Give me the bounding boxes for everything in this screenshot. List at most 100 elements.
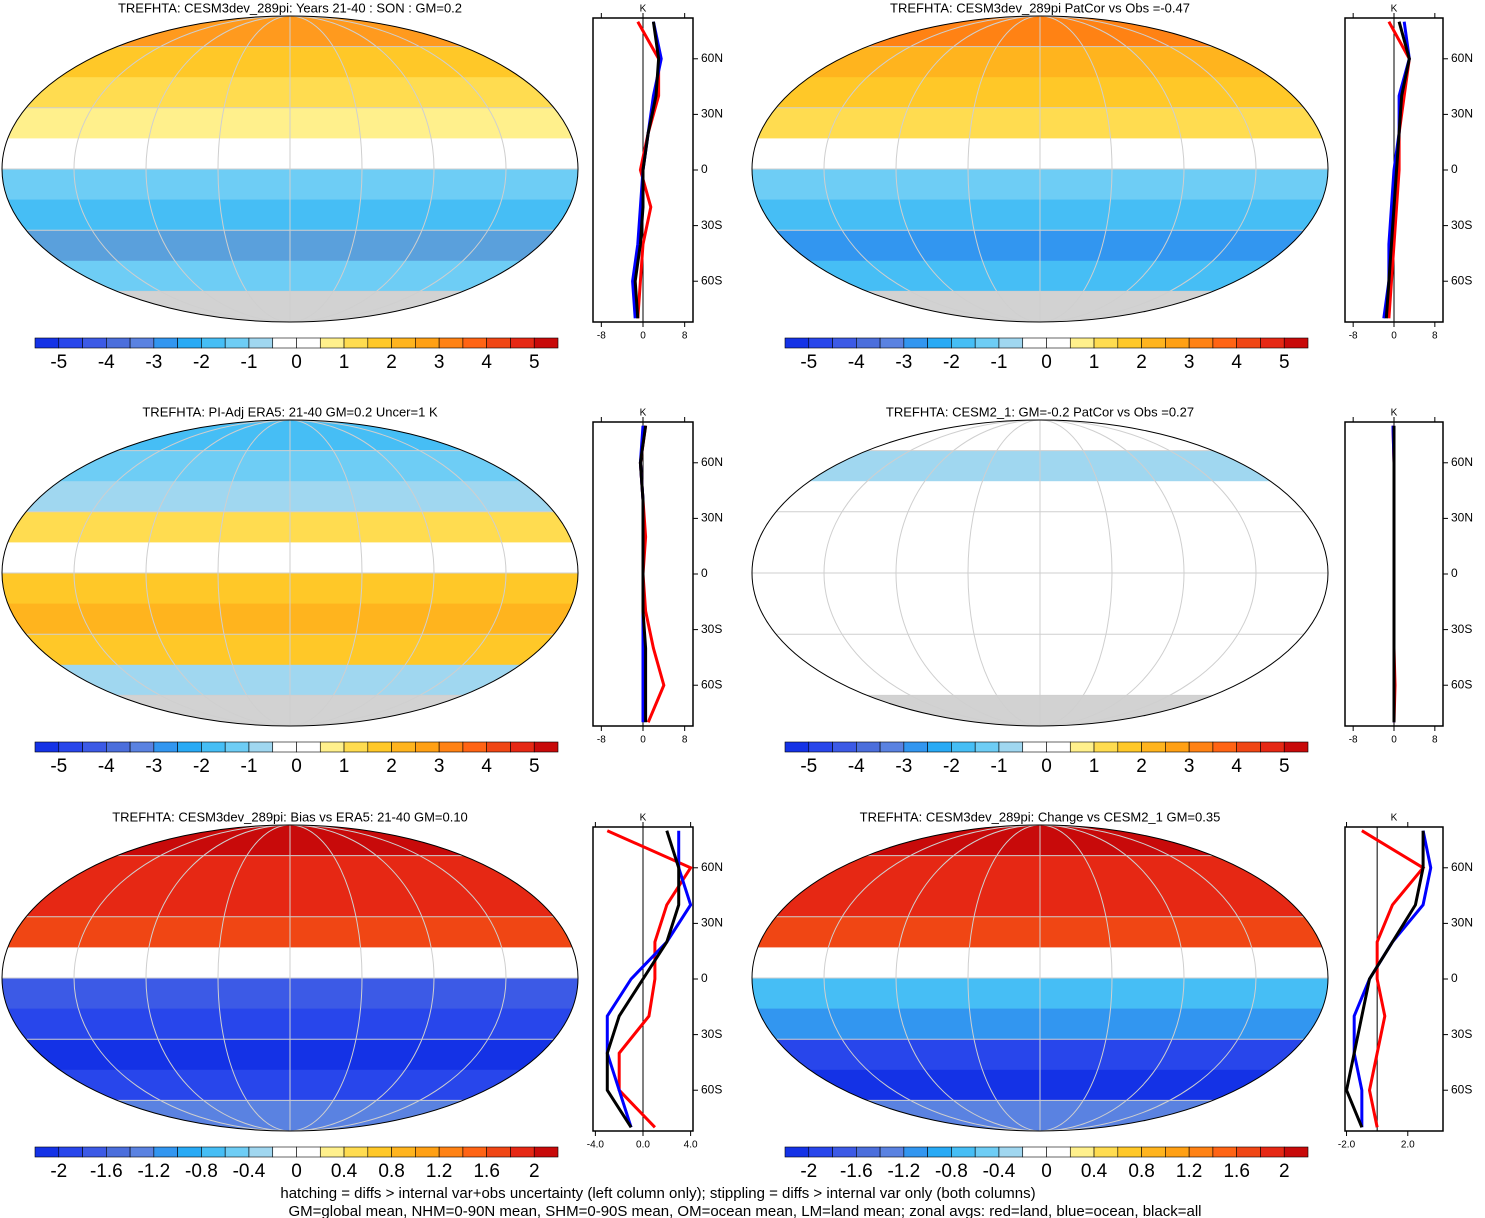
colorbar-box	[34, 1146, 60, 1158]
colorbar-label: 2	[1136, 756, 1147, 777]
map-outline	[1, 15, 579, 323]
colorbar-label: 0	[291, 756, 302, 777]
colorbar-label: 3	[434, 756, 445, 777]
x-tick-label: -8	[597, 331, 606, 342]
colorbar-label: 1	[1089, 756, 1100, 777]
colorbar-label: -2	[943, 352, 960, 373]
colorbar-box	[415, 741, 440, 753]
colorbar-box	[510, 337, 535, 349]
colorbar-label: 2	[1136, 352, 1147, 373]
colorbar-box	[224, 337, 250, 349]
colorbar-box	[248, 741, 274, 753]
colorbar-box	[177, 337, 202, 349]
map-grid	[145, 825, 435, 1131]
colorbar-box	[1212, 337, 1237, 349]
colorbar-box	[1141, 337, 1166, 349]
colorbar-box	[106, 1146, 131, 1158]
colorbar-box	[343, 337, 369, 349]
y-tick-label: 0	[701, 971, 708, 985]
colorbar-box	[784, 337, 810, 349]
colorbar-label: -5	[50, 756, 67, 777]
x-tick-label: -8	[597, 735, 606, 746]
colorbar-label: 1	[339, 352, 350, 373]
colorbar-label: -0.8	[935, 1161, 968, 1182]
colorbar-box	[177, 1146, 202, 1158]
zonal-line	[1352, 830, 1433, 1128]
colorbar-box	[998, 741, 1024, 753]
colorbar-box	[533, 741, 559, 753]
colorbar-box	[903, 1146, 928, 1158]
colorbar-label: 0	[1041, 756, 1052, 777]
y-tick-label: 60S	[701, 677, 722, 691]
x-tick-label: 4.0	[684, 1140, 698, 1151]
colorbar-label: 0	[1041, 1161, 1052, 1182]
colorbar-box	[1046, 741, 1071, 753]
colorbar-label: 1.2	[426, 1161, 452, 1182]
colorbar-label: -0.4	[233, 1161, 266, 1182]
colorbar-box	[462, 337, 487, 349]
colorbar-label: -2	[943, 756, 960, 777]
map-outline	[1, 824, 579, 1132]
colorbar-box	[974, 337, 1000, 349]
colorbar-box	[1069, 1146, 1095, 1158]
y-tick-label: 30N	[701, 511, 723, 525]
colorbar-box	[1117, 1146, 1142, 1158]
colorbar-box	[879, 337, 905, 349]
colorbar-label: -1.2	[137, 1161, 170, 1182]
y-tick-label: 30S	[1451, 622, 1472, 636]
x-tick-label: 8	[682, 735, 688, 746]
colorbar-label: 0.8	[378, 1161, 404, 1182]
colorbar-box	[272, 1146, 297, 1158]
colorbar-box	[438, 1146, 464, 1158]
y-tick-label: 0	[1451, 162, 1458, 176]
colorbar-box	[153, 1146, 178, 1158]
x-tick-label: 2.0	[1401, 1140, 1415, 1151]
y-tick-label: 30N	[701, 916, 723, 930]
colorbar-label: -1	[241, 756, 258, 777]
colorbar-box	[1069, 337, 1095, 349]
colorbar-box	[391, 1146, 416, 1158]
colorbar-label: -5	[50, 352, 67, 373]
colorbar-label: 1.6	[473, 1161, 499, 1182]
colorbar-label: -4	[848, 756, 865, 777]
colorbar-box	[1283, 741, 1309, 753]
colorbar-box	[1283, 337, 1309, 349]
colorbar-label: 0	[291, 352, 302, 373]
map	[2, 825, 578, 1131]
colorbar-label: 4	[481, 352, 492, 373]
colorbar-box	[1188, 1146, 1214, 1158]
colorbar-box	[832, 1146, 857, 1158]
zonal-line	[633, 21, 661, 319]
y-tick-label: 30N	[1451, 107, 1473, 121]
colorbar-box	[856, 337, 881, 349]
colorbar-label: 4	[1231, 756, 1242, 777]
x-tick-label: 8	[1432, 331, 1438, 342]
colorbar-label: -2	[193, 352, 210, 373]
y-tick-label: 30S	[701, 218, 722, 232]
y-tick-label: 30S	[1451, 1027, 1472, 1041]
colorbar-label: 2	[1279, 1161, 1290, 1182]
y-tick-label: 30N	[701, 107, 723, 121]
colorbar-box	[879, 1146, 905, 1158]
zonal-unit: K	[1391, 813, 1398, 824]
colorbar-box	[201, 741, 226, 753]
colorbar-box	[974, 1146, 1000, 1158]
colorbar-box	[856, 1146, 881, 1158]
colorbar-box	[367, 1146, 392, 1158]
footnote: hatching = diffs > internal var+obs unce…	[280, 1185, 1035, 1202]
colorbar-label: -2	[800, 1161, 817, 1182]
footnote: GM=global mean, NHM=0-90N mean, SHM=0-90…	[288, 1203, 1201, 1218]
colorbar-box	[58, 741, 83, 753]
y-tick-label: 0	[1451, 971, 1458, 985]
colorbar-label: -3	[895, 756, 912, 777]
colorbar-box	[106, 337, 131, 349]
colorbar-box	[1188, 741, 1214, 753]
colorbar-label: -5	[800, 756, 817, 777]
map-grid	[145, 16, 435, 322]
y-tick-label: 30N	[1451, 511, 1473, 525]
zonal-unit: K	[640, 813, 647, 824]
colorbar-box	[1141, 1146, 1166, 1158]
zonal-line	[1344, 830, 1425, 1128]
colorbar-box	[224, 741, 250, 753]
colorbar-box	[784, 1146, 810, 1158]
